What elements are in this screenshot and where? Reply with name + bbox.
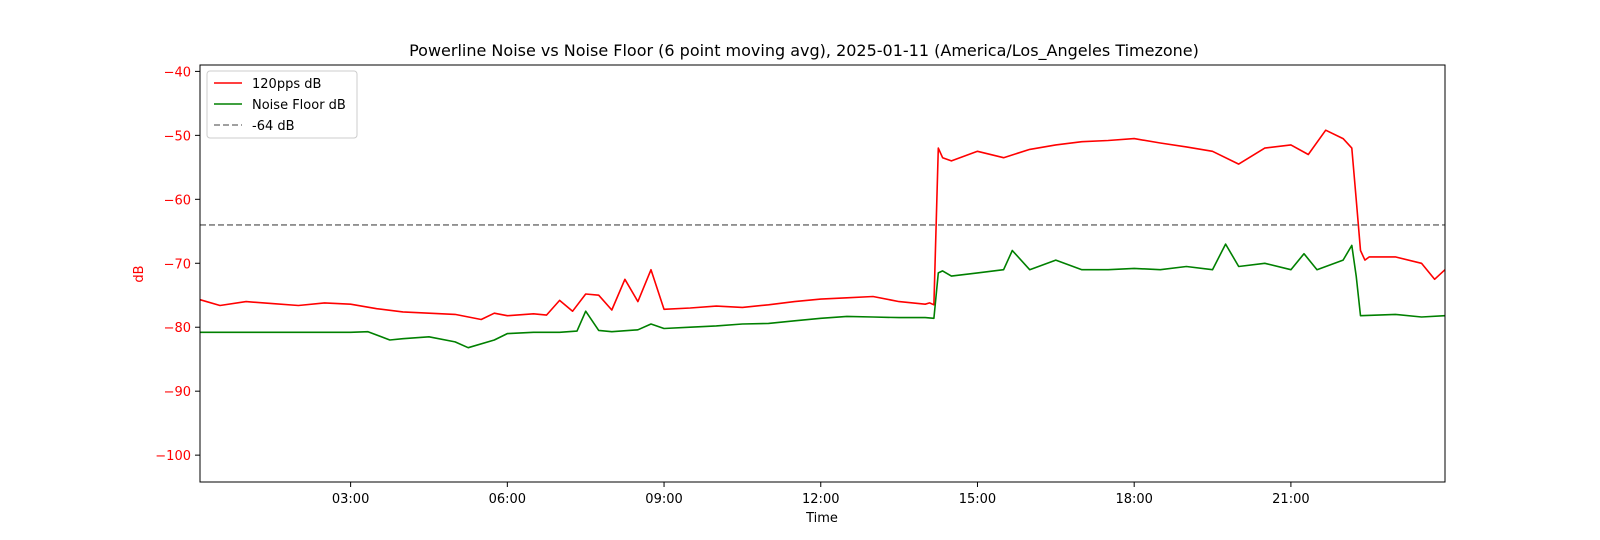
y-tick-label: −80 (164, 321, 191, 336)
series-120pps-line (199, 129, 1446, 321)
legend-box (206, 70, 358, 139)
y-tick-label: −100 (155, 449, 191, 464)
plot-frame (199, 64, 1446, 483)
x-tick-label: 12:00 (802, 492, 839, 507)
chart-title: Powerline Noise vs Noise Floor (6 point … (409, 41, 1199, 61)
y-tick-label: −90 (164, 385, 191, 400)
y-axis-title: dB (132, 265, 147, 282)
plot-lines (199, 129, 1446, 349)
y-tick-label: −40 (164, 65, 191, 80)
series-noise-floor-line (200, 243, 1446, 349)
legend-label-threshold: -64 dB (252, 119, 295, 134)
y-tick-label: −50 (164, 129, 191, 144)
x-tick-label: 18:00 (1115, 492, 1152, 507)
x-axis-title: Time (805, 511, 838, 526)
x-tick-label: 09:00 (645, 492, 682, 507)
x-tick-label: 06:00 (489, 492, 526, 507)
x-tick-label: 15:00 (959, 492, 996, 507)
x-tick-label: 03:00 (332, 492, 369, 507)
x-tick-label: 21:00 (1272, 492, 1309, 507)
legend-label-noise-floor: Noise Floor dB (252, 98, 346, 113)
legend: 120pps dB Noise Floor dB -64 dB (206, 70, 358, 139)
x-axis: 03:00 06:00 09:00 12:00 15:00 18:00 21:00 (332, 482, 1310, 507)
legend-label-120pps: 120pps dB (252, 77, 321, 92)
y-axis: −40 −50 −60 −70 −80 −90 −100 (155, 65, 200, 464)
y-tick-label: −60 (164, 193, 191, 208)
y-tick-label: −70 (164, 257, 191, 272)
